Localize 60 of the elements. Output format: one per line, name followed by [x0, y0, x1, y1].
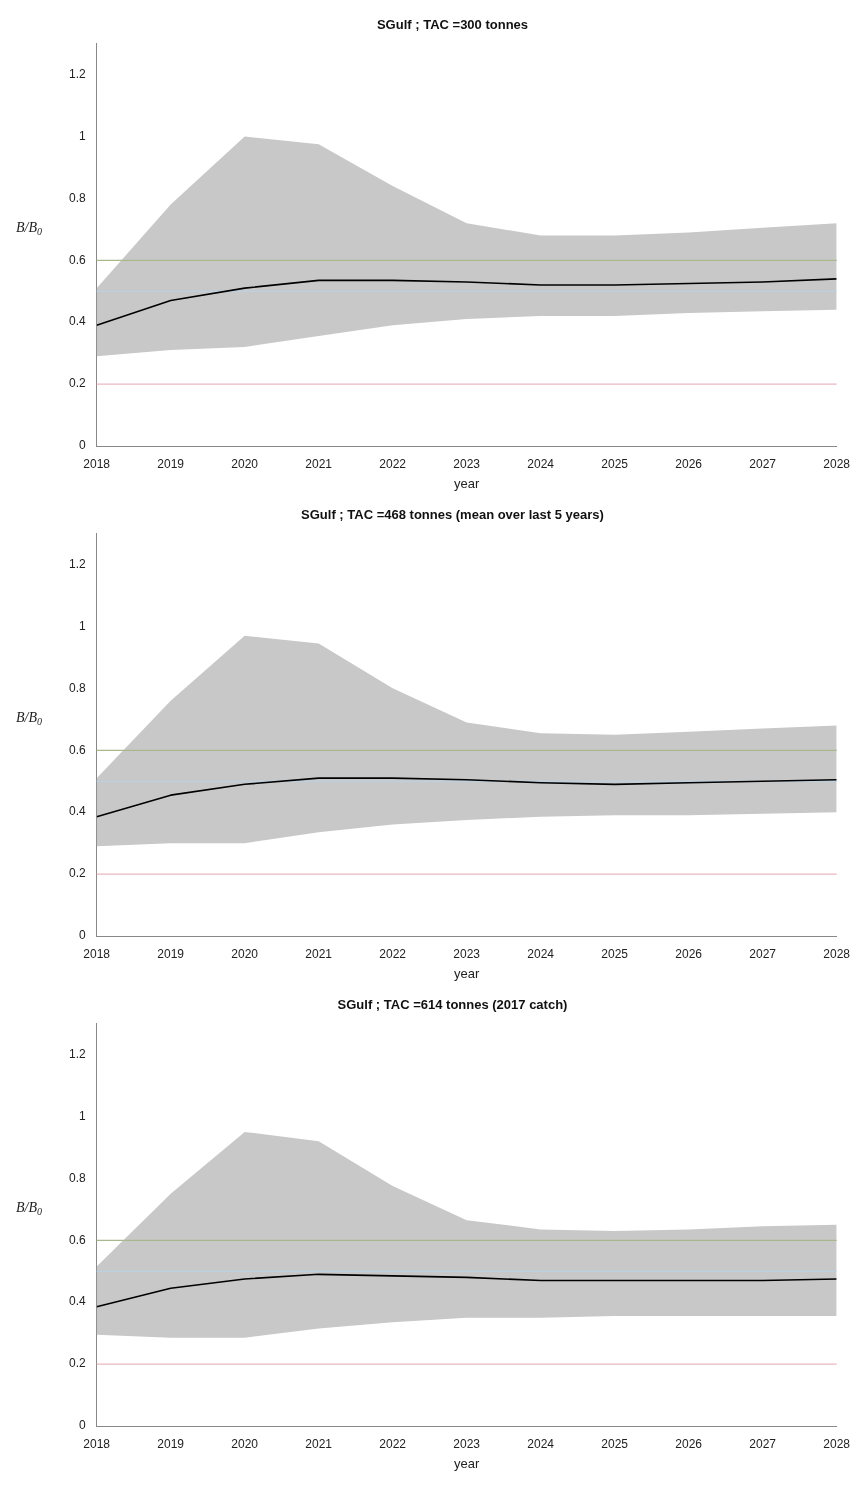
x-tick-label: 2023 [453, 456, 481, 471]
x-axis-title: year [454, 1455, 480, 1471]
y-tick-label: 0.4 [68, 1294, 86, 1309]
y-tick-label: 1 [78, 618, 86, 633]
x-tick-label: 2025 [601, 456, 629, 471]
chart-title: SGulf ; TAC =300 tonnes [376, 17, 529, 33]
x-tick-label: 2027 [749, 946, 777, 961]
x-tick-label: 2027 [749, 456, 777, 471]
x-tick-label: 2022 [379, 1436, 407, 1451]
x-tick-label: 2022 [379, 946, 407, 961]
x-tick-label: 2020 [231, 946, 259, 961]
x-tick-label: 2026 [675, 1436, 703, 1451]
y-tick-label: 0.2 [68, 376, 86, 391]
x-tick-label: 2025 [601, 946, 629, 961]
x-tick-label: 2022 [379, 456, 407, 471]
x-tick-label: 2018 [83, 946, 111, 961]
x-axis-title: year [454, 965, 480, 981]
x-tick-label: 2027 [749, 1436, 777, 1451]
y-tick-label: 0.8 [68, 190, 86, 205]
x-tick-label: 2020 [231, 1436, 259, 1451]
y-tick-label: 0 [78, 1418, 86, 1433]
y-tick-label: 1.2 [68, 66, 86, 81]
x-tick-label: 2028 [823, 1436, 851, 1451]
y-tick-label: 0.6 [68, 1232, 86, 1247]
x-tick-label: 2020 [231, 456, 259, 471]
chart-title: SGulf ; TAC =468 tonnes (mean over last 5 years) [301, 507, 604, 523]
y-tick-label: 1.2 [68, 1046, 86, 1061]
y-tick-label: 0 [78, 438, 86, 453]
x-tick-label: 2024 [527, 946, 555, 961]
x-tick-label: 2024 [527, 456, 555, 471]
x-tick-label: 2021 [305, 946, 333, 961]
y-tick-label: 1 [78, 1108, 86, 1123]
x-tick-label: 2019 [157, 456, 185, 471]
y-tick-label: 0.2 [68, 866, 86, 881]
x-tick-label: 2018 [83, 456, 111, 471]
x-tick-label: 2019 [157, 1436, 185, 1451]
y-tick-label: 0.4 [68, 314, 86, 329]
x-tick-label: 2026 [675, 456, 703, 471]
x-tick-label: 2028 [823, 456, 851, 471]
y-tick-label: 0.2 [68, 1356, 86, 1371]
x-axis-title: year [454, 475, 480, 491]
x-tick-label: 2025 [601, 1436, 629, 1451]
y-tick-label: 0.8 [68, 1170, 86, 1185]
x-tick-label: 2018 [83, 1436, 111, 1451]
y-tick-label: 1 [78, 128, 86, 143]
x-tick-label: 2028 [823, 946, 851, 961]
x-tick-label: 2023 [453, 946, 481, 961]
y-tick-label: 0.6 [68, 742, 86, 757]
chart-title: SGulf ; TAC =614 tonnes (2017 catch) [337, 997, 568, 1013]
y-tick-label: 0.8 [68, 680, 86, 695]
x-tick-label: 2026 [675, 946, 703, 961]
x-tick-label: 2019 [157, 946, 185, 961]
y-tick-label: 0.4 [68, 804, 86, 819]
y-tick-label: 0 [78, 928, 86, 943]
x-tick-label: 2021 [305, 1436, 333, 1451]
x-tick-label: 2024 [527, 1436, 555, 1451]
x-tick-label: 2021 [305, 456, 333, 471]
y-tick-label: 0.6 [68, 252, 86, 267]
x-tick-label: 2023 [453, 1436, 481, 1451]
y-tick-label: 1.2 [68, 556, 86, 571]
